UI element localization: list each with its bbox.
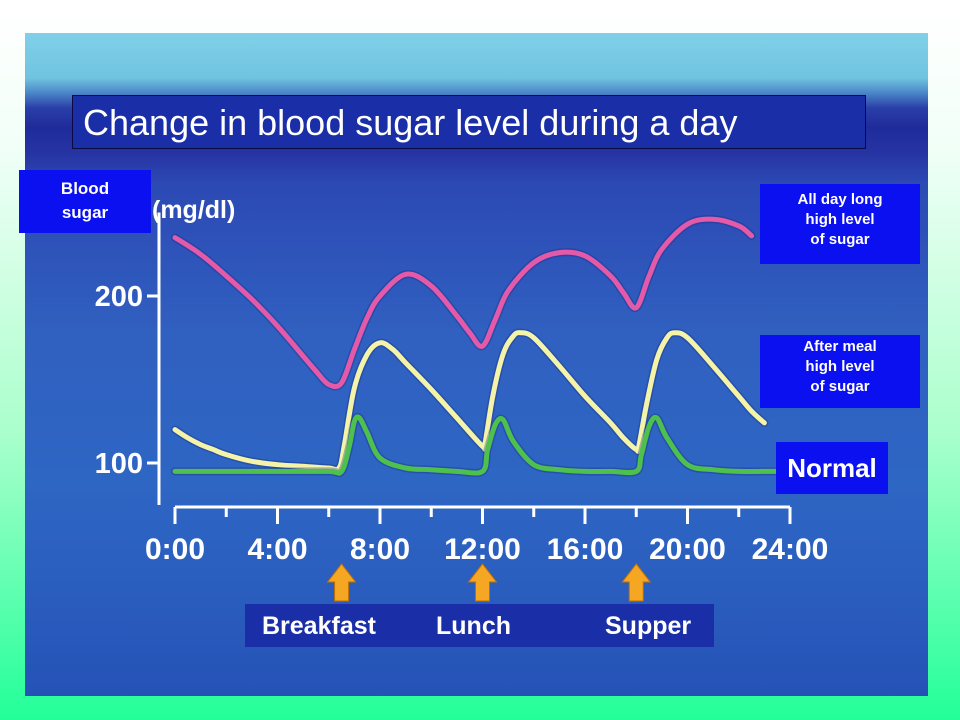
legend-normal: Normal	[776, 442, 888, 494]
legend-high-line: of sugar	[810, 231, 870, 248]
meal-label-lunch: Lunch	[436, 612, 511, 640]
legend-after-meal-line: After meal	[803, 338, 877, 355]
series-lines	[171, 215, 794, 478]
y-axis-label-line: sugar	[61, 203, 109, 222]
x-tick-label: 24:00	[752, 533, 829, 566]
unit-label: (mg/dl)	[152, 196, 235, 224]
x-tick-label: 0:00	[145, 533, 205, 566]
page-title: Change in blood sugar level during a day	[72, 95, 866, 149]
meal-arrows	[326, 563, 652, 602]
meal-label-breakfast: Breakfast	[262, 612, 376, 640]
x-tick-label: 4:00	[247, 533, 307, 566]
legend-high-line: All day long	[797, 191, 883, 208]
x-tick-label: 16:00	[547, 533, 624, 566]
series-line-after_meal	[172, 330, 767, 473]
y-tick-label: 200	[95, 281, 143, 313]
x-tick-label: 8:00	[350, 533, 410, 566]
meal-label-supper: Supper	[605, 612, 692, 640]
meal-arrow-icon	[467, 563, 498, 602]
y-axis-label-line: Blood	[60, 179, 110, 198]
series-line-high	[172, 216, 755, 390]
legend-high-line: high level	[805, 211, 875, 228]
legend-after-meal-line: high level	[805, 358, 875, 375]
x-tick-label: 12:00	[444, 533, 521, 566]
y-tick-label: 100	[95, 448, 143, 480]
meal-arrow-icon	[621, 563, 652, 602]
meal-arrow-icon	[326, 563, 357, 602]
x-tick-label: 20:00	[649, 533, 726, 566]
meal-labels-bar: Breakfast Lunch Supper	[245, 604, 714, 647]
legend-after-meal-line: of sugar	[810, 378, 870, 395]
legend-after-meal: After meal high level of sugar	[760, 335, 920, 408]
y-axis-label: Blood sugar	[19, 170, 151, 233]
axes: 100 200 0:00 4:00 8:00 12:00 16:00 20:00 24:00	[95, 212, 829, 566]
series-line-normal	[172, 414, 793, 476]
legend-high-level: All day long high level of sugar	[760, 184, 920, 264]
